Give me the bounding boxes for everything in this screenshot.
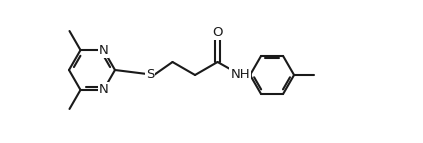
- Text: NH: NH: [230, 68, 250, 82]
- Text: N: N: [99, 83, 108, 96]
- Text: S: S: [146, 68, 154, 82]
- Text: O: O: [212, 25, 223, 38]
- Text: N: N: [99, 44, 108, 57]
